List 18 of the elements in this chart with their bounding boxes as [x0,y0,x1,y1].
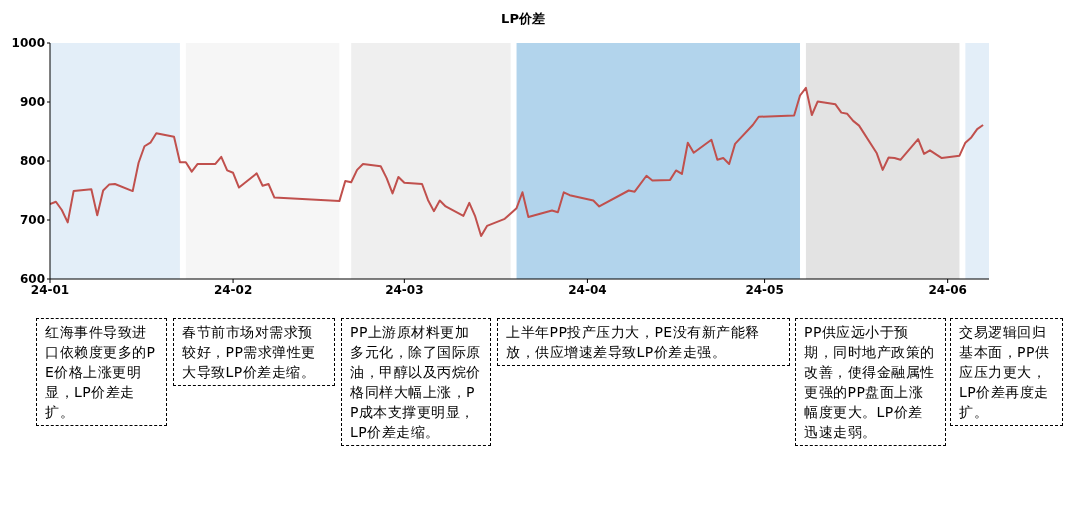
line-series [50,86,985,237]
x-tick-label: 24-02 [213,282,253,297]
x-tick-label: 24-05 [745,282,784,297]
text: PP上游原材料更加多元化，除了国际原油，甲醇以及丙烷价格同样大幅上涨，PP成本支撑更明显，LP价差走缩。 [341,318,491,446]
text: PP供应远小于预期，同时地产政策的改善，使得金融属性更强的PP盘面上涨幅度更大。LP价差迅速走弱。 [795,318,946,446]
x-tick-label: 24-03 [385,282,424,297]
text: 交易逻辑回归基本面，PP供应压力更大，LP价差再度走扩。 [950,318,1063,426]
x-tick-label: 24-06 [928,282,967,297]
text: 春节前市场对需求预较好，PP需求弹性更大导致LP价差走缩。 [173,318,335,386]
x-tick-label: 24-01 [30,282,70,297]
x-tick-label: 24-04 [568,282,607,297]
y-tick-label: 800 [19,154,45,169]
text: 上半年PP投产压力大，PE没有新产能释放，供应增速差导致LP价差走强。 [497,318,790,366]
y-tick-label: 1000 [11,36,45,51]
y-tick-label: 900 [19,95,45,110]
text: 红海事件导致进口依赖度更多的PE价格上涨更明显，LP价差走扩。 [36,318,167,426]
chart-title: LP价差 [500,10,546,28]
y-tick-label: 700 [19,213,45,228]
